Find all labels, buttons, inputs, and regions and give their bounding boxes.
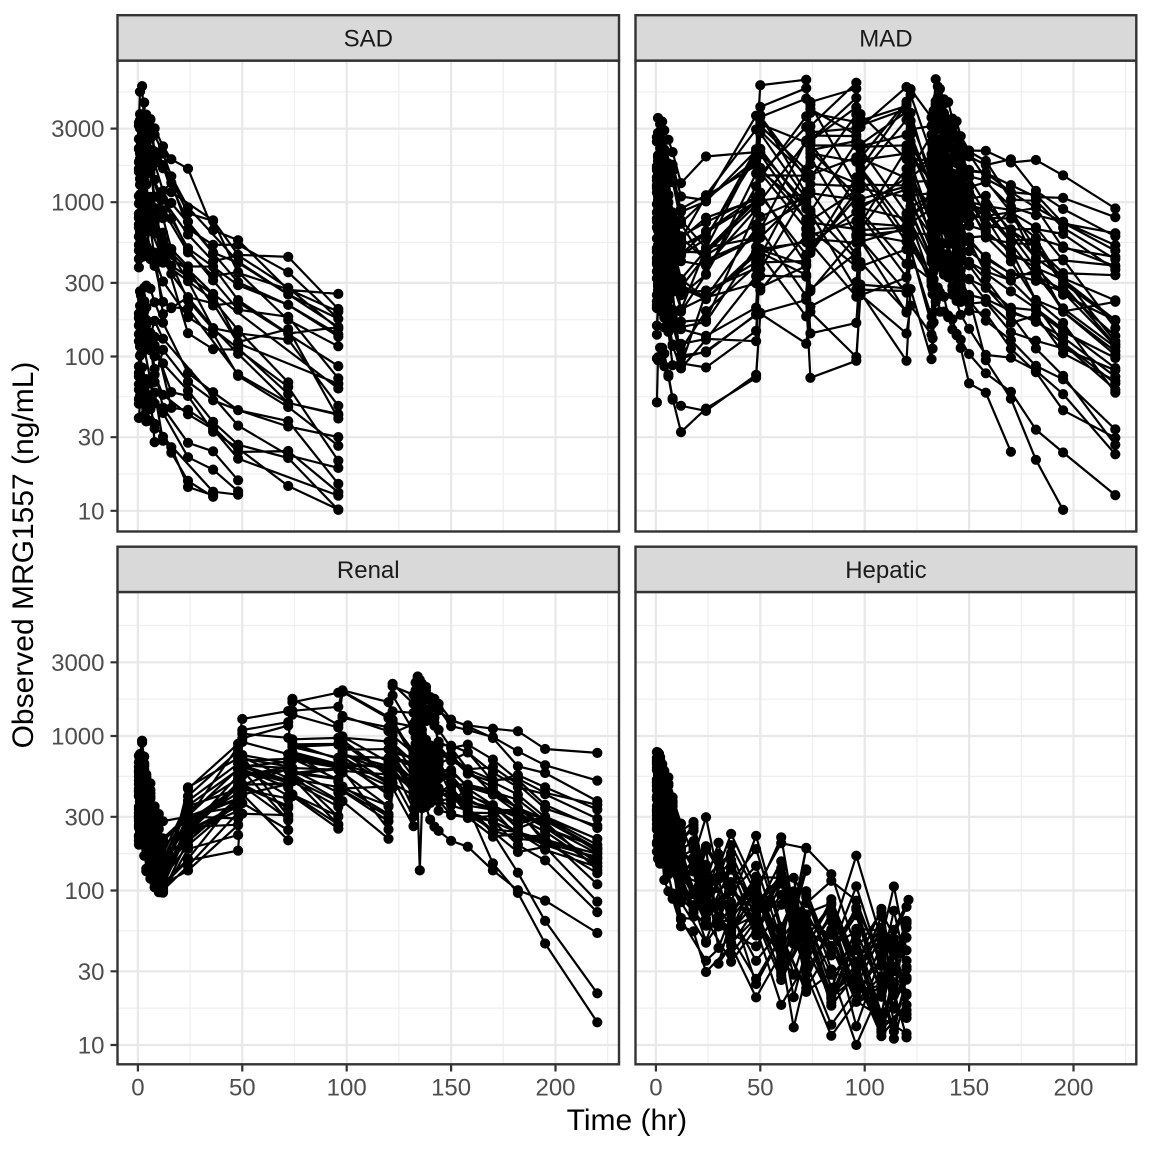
svg-text:300: 300 — [64, 270, 104, 297]
svg-text:SAD: SAD — [344, 25, 393, 52]
svg-text:100: 100 — [845, 1075, 885, 1102]
svg-text:200: 200 — [1053, 1075, 1093, 1102]
svg-text:1000: 1000 — [51, 724, 104, 751]
svg-text:MAD: MAD — [859, 25, 912, 52]
svg-text:50: 50 — [747, 1075, 774, 1102]
svg-text:200: 200 — [535, 1075, 575, 1102]
svg-text:Time (hr): Time (hr) — [567, 1104, 688, 1137]
svg-text:Hepatic: Hepatic — [845, 557, 926, 584]
svg-text:10: 10 — [78, 498, 105, 525]
svg-text:150: 150 — [431, 1075, 471, 1102]
svg-text:100: 100 — [327, 1075, 367, 1102]
svg-text:3000: 3000 — [51, 650, 104, 677]
svg-text:100: 100 — [64, 344, 104, 371]
svg-text:50: 50 — [229, 1075, 256, 1102]
svg-text:100: 100 — [64, 878, 104, 905]
svg-text:0: 0 — [131, 1075, 144, 1102]
svg-text:Observed MRG1557 (ng/mL): Observed MRG1557 (ng/mL) — [7, 362, 40, 749]
svg-text:Renal: Renal — [337, 557, 400, 584]
svg-text:30: 30 — [78, 425, 105, 452]
svg-text:10: 10 — [78, 1033, 105, 1060]
svg-text:1000: 1000 — [51, 190, 104, 217]
svg-text:0: 0 — [649, 1075, 662, 1102]
svg-text:150: 150 — [949, 1075, 989, 1102]
svg-text:30: 30 — [78, 959, 105, 986]
svg-text:3000: 3000 — [51, 116, 104, 143]
svg-text:300: 300 — [64, 804, 104, 831]
